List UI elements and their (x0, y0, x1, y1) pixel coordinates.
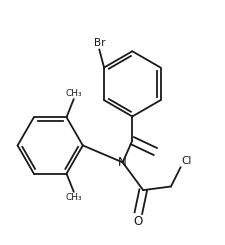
Text: CH₃: CH₃ (65, 89, 82, 98)
Text: CH₃: CH₃ (65, 193, 82, 202)
Text: N: N (118, 156, 126, 169)
Text: Cl: Cl (181, 156, 191, 166)
Text: Br: Br (93, 38, 105, 48)
Text: O: O (133, 216, 142, 229)
